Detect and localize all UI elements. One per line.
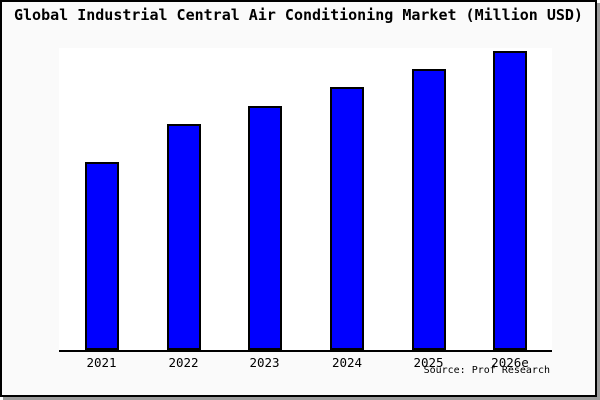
x-tick-label-2022: 2022 bbox=[168, 355, 199, 370]
bar-2021 bbox=[84, 162, 119, 350]
plot-area bbox=[59, 48, 552, 350]
source-note: Source: Prof Research bbox=[423, 365, 550, 376]
x-tick-label-2021: 2021 bbox=[86, 355, 117, 370]
bar-2023 bbox=[247, 106, 282, 350]
bar-2026e bbox=[493, 51, 527, 350]
bar-2024 bbox=[330, 87, 364, 350]
x-tick-label-2026e: 2026e bbox=[491, 355, 529, 370]
x-tick-label-2023: 2023 bbox=[249, 355, 280, 370]
x-axis-line bbox=[59, 350, 552, 352]
x-tick-label-2025: 2025 bbox=[413, 355, 444, 370]
bar-2022 bbox=[166, 124, 201, 350]
x-tick-label-2024: 2024 bbox=[331, 355, 363, 370]
bar-2025 bbox=[411, 69, 446, 350]
chart-title: Global Industrial Central Air Conditioni… bbox=[14, 6, 583, 24]
